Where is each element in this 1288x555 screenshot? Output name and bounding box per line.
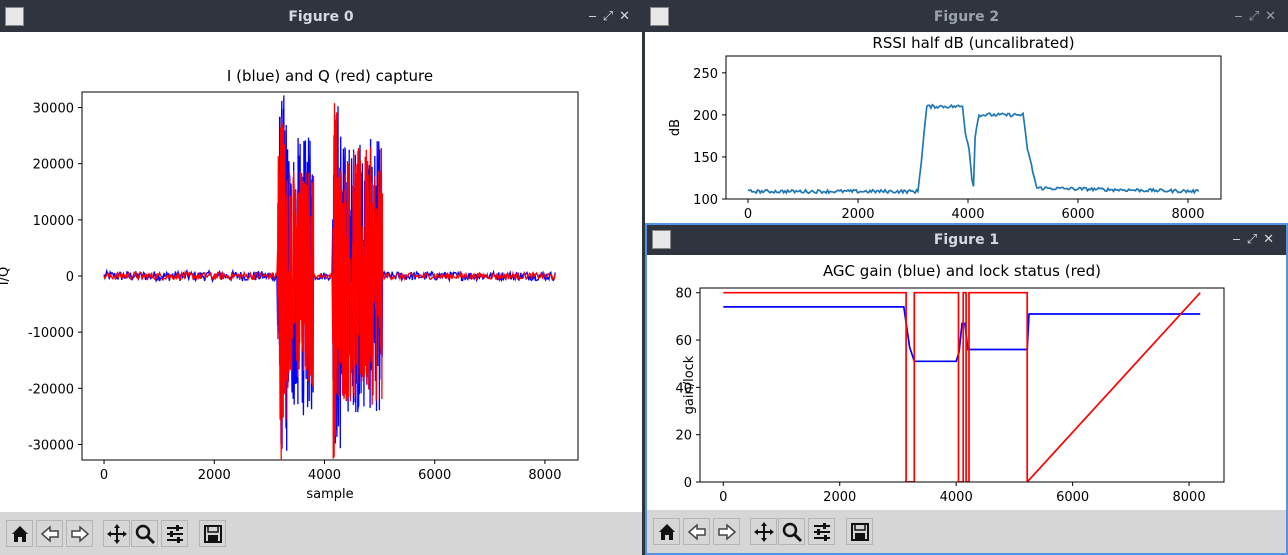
maximize-icon[interactable]: ⤢ [1248, 9, 1266, 24]
y-tick-label: 30000 [33, 102, 74, 117]
y-axis-label: dB [668, 119, 683, 136]
minimize-icon[interactable]: ‒ [1234, 9, 1249, 24]
home-icon [659, 524, 675, 540]
back-button[interactable] [683, 518, 710, 545]
y-axis-label: I/Q [0, 267, 12, 285]
series-line [723, 306, 1201, 363]
y-tick-label: 200 [693, 109, 718, 124]
maximize-icon[interactable]: ⤢ [1246, 232, 1264, 247]
y-tick-label: -30000 [28, 438, 74, 453]
close-icon[interactable]: ✕ [619, 9, 636, 24]
back-icon [40, 525, 59, 543]
app-icon [650, 7, 669, 26]
x-tick-label: 2000 [198, 468, 231, 483]
save-icon [851, 523, 869, 541]
window-title: Figure 0 [288, 9, 354, 25]
zoom-button[interactable] [131, 520, 158, 547]
pan-button[interactable] [750, 518, 777, 545]
x-tick-label: 0 [744, 207, 752, 222]
y-tick-label: 20000 [33, 158, 74, 173]
series-line [747, 103, 1200, 195]
axes-frame [699, 287, 1225, 483]
configure-button[interactable] [161, 520, 188, 547]
forward-button[interactable] [713, 518, 740, 545]
axes-frame [725, 55, 1222, 200]
toolbar [647, 510, 1286, 553]
iq-capture-chart: I (blue) and Q (red) capture 0 2000 4000 600… [0, 67, 579, 502]
figure-0-titlebar[interactable]: Figure 0 ‒⤢✕ [0, 2, 642, 32]
figure-0-window[interactable]: Figure 0 ‒⤢✕ I (blue) and Q (red) captur… [0, 2, 642, 555]
minimize-icon[interactable]: ‒ [1232, 232, 1247, 247]
minimize-icon[interactable]: ‒ [588, 9, 603, 24]
y-tick-label: 20 [675, 429, 692, 444]
series-line [103, 103, 556, 460]
pan-icon [107, 524, 127, 544]
figure-2-titlebar[interactable]: Figure 2 ‒⤢✕ [645, 2, 1288, 32]
y-tick-label: 150 [693, 151, 718, 166]
y-tick-label: -20000 [28, 382, 74, 397]
y-tick-label: 60 [675, 334, 692, 349]
x-tick-label: 0 [100, 468, 108, 483]
y-tick-label: 0 [66, 270, 74, 285]
x-tick-label: 8000 [1173, 490, 1206, 505]
zoom-button[interactable] [778, 518, 805, 545]
x-tick-label: 2000 [841, 207, 874, 222]
figure-1-titlebar[interactable]: Figure 1 ‒⤢✕ [647, 225, 1286, 255]
close-icon[interactable]: ✕ [1263, 232, 1280, 247]
configure-button[interactable] [808, 518, 835, 545]
x-tick-label: 0 [719, 490, 727, 505]
y-tick-label: 250 [693, 67, 718, 82]
y-tick-label: -10000 [28, 326, 74, 341]
x-tick-label: 8000 [1171, 207, 1204, 222]
rssi-chart: RSSI half dB (uncalibrated) 0 2000 4000 6000… [668, 34, 1222, 222]
y-axis-label: gain/lock [682, 355, 697, 414]
y-tick-label: 40 [675, 381, 692, 396]
x-tick-label: 6000 [1056, 490, 1089, 505]
pan-icon [754, 522, 774, 542]
save-icon [204, 525, 222, 543]
window-title: Figure 1 [933, 232, 1000, 248]
zoom-icon [782, 522, 803, 543]
series-line [723, 291, 1201, 482]
configure-icon [167, 525, 183, 543]
chart-title: RSSI half dB (uncalibrated) [872, 34, 1074, 52]
forward-button[interactable] [66, 520, 93, 547]
maximize-icon[interactable]: ⤢ [602, 9, 620, 24]
toolbar [0, 512, 642, 555]
app-icon [652, 230, 671, 249]
close-icon[interactable]: ✕ [1265, 9, 1282, 24]
x-tick-label: 8000 [528, 468, 561, 483]
y-tick-label: 100 [693, 193, 718, 208]
x-tick-label: 2000 [823, 490, 856, 505]
x-tick-label: 6000 [1061, 207, 1094, 222]
window-title: Figure 2 [933, 9, 1000, 25]
y-tick-label: 80 [675, 287, 692, 302]
back-button[interactable] [36, 520, 63, 547]
chart-title: I (blue) and Q (red) capture [227, 67, 433, 85]
x-tick-label: 4000 [308, 468, 341, 483]
home-button[interactable] [653, 518, 680, 545]
chart-title: AGC gain (blue) and lock status (red) [823, 262, 1101, 280]
back-icon [687, 523, 706, 541]
y-tick-label: 10000 [33, 214, 74, 229]
zoom-icon [135, 524, 156, 545]
save-button[interactable] [846, 518, 873, 545]
pan-button[interactable] [103, 520, 130, 547]
x-axis-label: sample [306, 487, 353, 502]
agc-gain-chart: AGC gain (blue) and lock status (red) 0 20… [675, 262, 1225, 505]
save-button[interactable] [199, 520, 226, 547]
x-tick-label: 4000 [940, 490, 973, 505]
figure-2-window[interactable]: Figure 2 ‒⤢✕ RSSI half dB (uncalibrated)… [645, 2, 1288, 223]
figure-1-window[interactable]: Figure 1 ‒⤢✕ AGC gain (blue) and lock st… [645, 223, 1288, 555]
configure-icon [814, 523, 830, 541]
x-tick-label: 4000 [951, 207, 984, 222]
home-button[interactable] [6, 520, 33, 547]
x-tick-label: 6000 [418, 468, 451, 483]
forward-icon [71, 525, 90, 543]
home-icon [12, 526, 28, 542]
y-tick-label: 0 [684, 476, 692, 491]
app-icon [5, 7, 24, 26]
forward-icon [718, 523, 737, 541]
